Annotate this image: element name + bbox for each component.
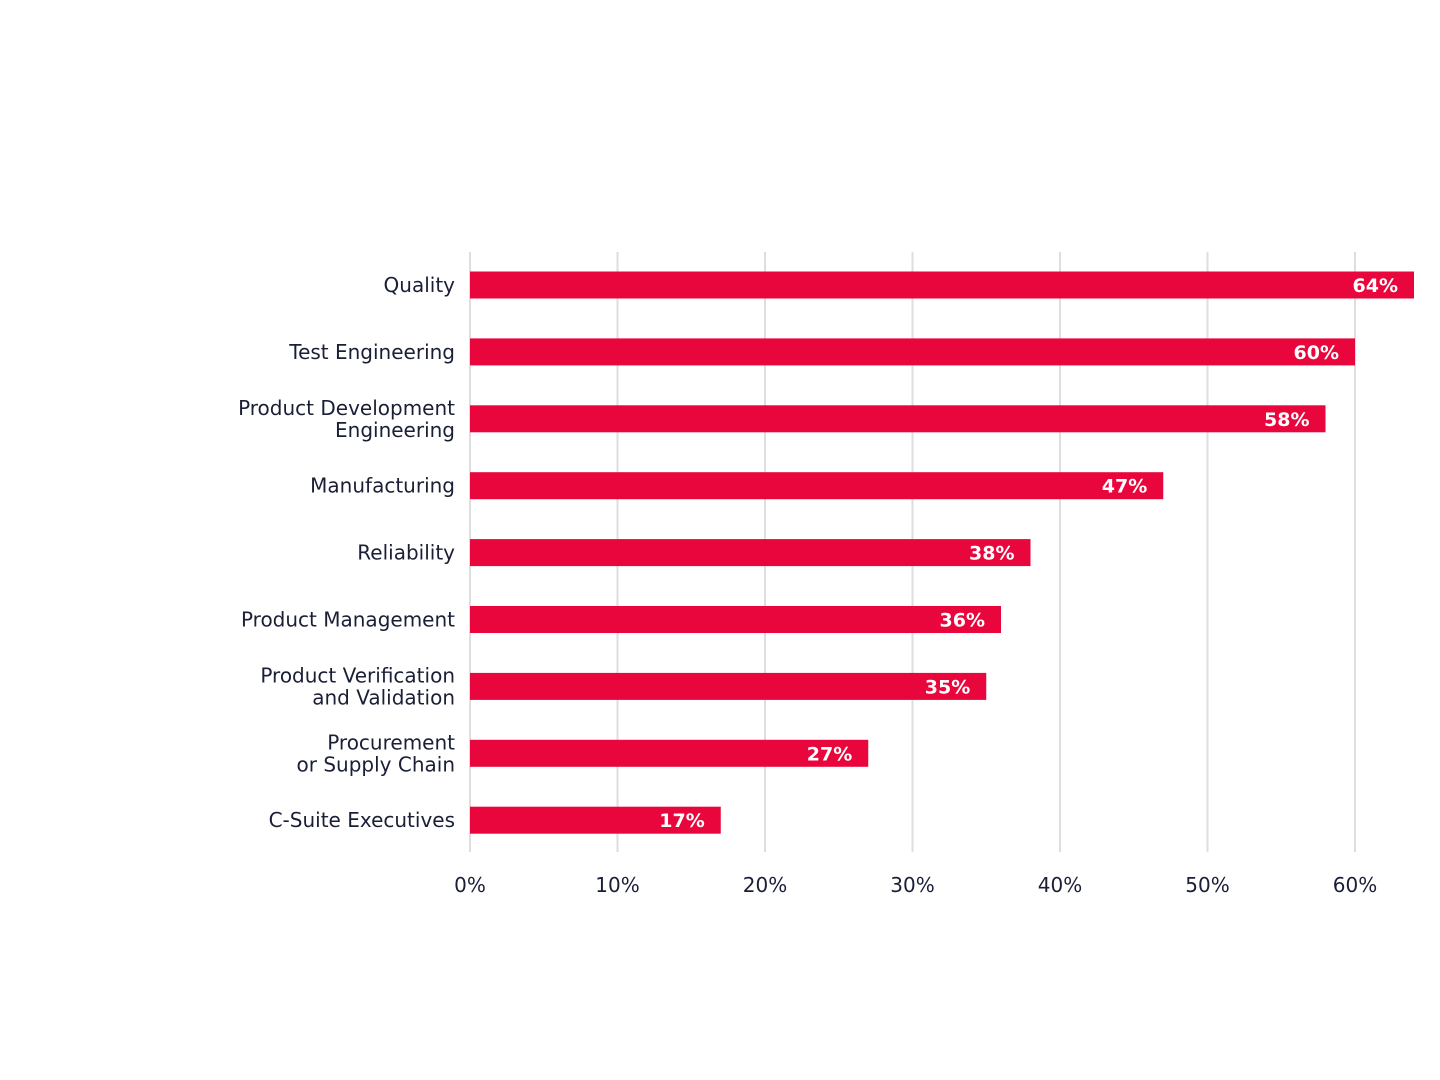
x-tick-label: 0% — [454, 873, 486, 897]
bar — [470, 405, 1326, 433]
x-tick-label: 40% — [1038, 873, 1082, 897]
category-label-line: Manufacturing — [310, 474, 455, 498]
x-tick-label: 50% — [1185, 873, 1229, 897]
bar-value-label: 36% — [940, 610, 985, 632]
category-label-line: Reliability — [357, 541, 455, 565]
category-label: Reliability — [357, 541, 455, 565]
category-label-layer: Quality Test Engineering Product Developme… — [238, 273, 455, 832]
category-label-line: Quality — [384, 273, 456, 297]
bar — [470, 539, 1031, 567]
category-label-line: C-Suite Executives — [269, 808, 455, 832]
category-label-line: or Supply Chain — [297, 752, 455, 776]
bar-value-label: 38% — [969, 543, 1014, 565]
category-label-line: Product Development — [238, 396, 455, 420]
category-label: Product Management — [241, 608, 455, 632]
bar — [470, 338, 1355, 366]
bar — [470, 672, 987, 700]
bar — [470, 806, 721, 834]
bar-value-label: 47% — [1102, 476, 1147, 498]
x-tick-label: 30% — [890, 873, 934, 897]
category-label-line: and Validation — [312, 685, 455, 709]
category-label: Product Verification and Validation — [260, 663, 455, 709]
bar — [470, 271, 1414, 299]
category-label: Manufacturing — [310, 474, 455, 498]
bar-value-label: 17% — [659, 810, 704, 832]
category-label-line: Procurement — [327, 730, 455, 754]
x-tick-layer: 0% 10% 20% 30% 40% 50% 60% — [454, 873, 1377, 897]
category-label-line: Test Engineering — [288, 340, 455, 364]
bar — [470, 606, 1001, 633]
x-tick-label: 60% — [1333, 873, 1377, 897]
category-label-line: Product Verification — [260, 663, 455, 687]
category-label: Test Engineering — [288, 340, 455, 364]
bar-layer: 64% 60% 58% 47% 38% 36% 35% 27% 17% — [470, 271, 1414, 834]
category-label: Product Development Engineering — [238, 396, 455, 442]
x-tick-label: 10% — [595, 873, 639, 897]
bar — [470, 739, 869, 767]
category-label: Quality — [384, 273, 456, 297]
category-label-line: Product Management — [241, 608, 455, 632]
bar-value-label: 27% — [807, 743, 852, 765]
bar-value-label: 58% — [1264, 409, 1309, 431]
category-label: C-Suite Executives — [269, 808, 455, 832]
x-tick-label: 20% — [743, 873, 787, 897]
bar-value-label: 64% — [1353, 275, 1398, 297]
category-label: Procurement or Supply Chain — [297, 730, 456, 776]
bar — [470, 472, 1164, 500]
category-label-line: Engineering — [335, 418, 455, 442]
bar-value-label: 35% — [925, 676, 970, 698]
bar-value-label: 60% — [1294, 342, 1339, 364]
